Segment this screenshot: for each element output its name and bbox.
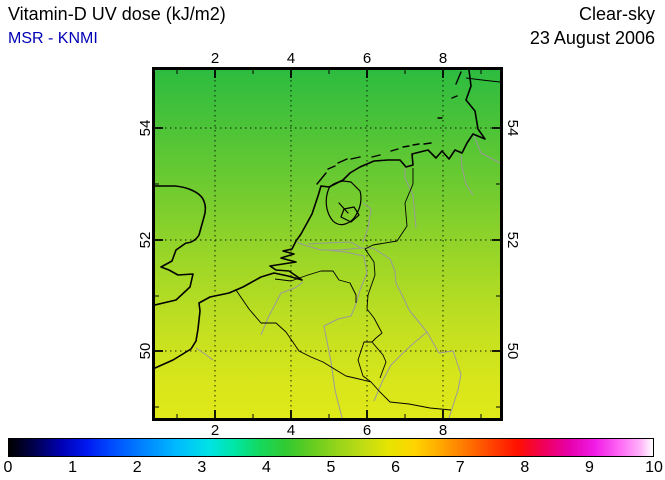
coastline-england (155, 185, 207, 306)
colorbar-tick-1: 1 (68, 459, 78, 476)
lon-label-top-8: 8 (438, 50, 448, 67)
lat-label-right-52: 52 (504, 231, 521, 249)
lon-label-top-2: 2 (210, 50, 220, 67)
axis-ticks (155, 70, 500, 418)
map-frame (152, 67, 503, 421)
lon-label-bottom-6: 6 (362, 422, 372, 439)
colorbar-tick-3: 3 (197, 459, 207, 476)
map-gridlines (155, 70, 500, 418)
lat-label-right-50: 50 (504, 342, 521, 360)
figure-title: Vitamin-D UV dose (kJ/m2) (8, 4, 226, 24)
colorbar-labels: 0 1 2 3 4 5 6 7 8 9 10 (4, 459, 663, 477)
date-label: 23 August 2006 (529, 28, 655, 48)
coastline-continent (155, 70, 486, 369)
colorbar (8, 438, 654, 457)
ijsselmeer (325, 180, 362, 226)
colorbar-tick-2: 2 (132, 459, 142, 476)
colorbar-tick-6: 6 (391, 459, 401, 476)
colorbar-tick-0: 0 (3, 459, 13, 476)
colorbar-tick-10: 10 (645, 459, 663, 476)
colorbar-tick-9: 9 (584, 459, 594, 476)
map-geography (155, 70, 500, 418)
lon-label-bottom-4: 4 (286, 422, 296, 439)
wadden-islands (316, 71, 462, 185)
rivers (195, 135, 500, 418)
lat-label-right-54: 54 (504, 119, 521, 137)
sky-condition-label: Clear-sky (578, 4, 655, 24)
lon-label-bottom-2: 2 (210, 422, 220, 439)
data-source-label: MSR - KNMI (8, 30, 98, 47)
lon-label-bottom-8: 8 (438, 422, 448, 439)
coastlines (155, 70, 486, 369)
lon-label-top-6: 6 (362, 50, 372, 67)
colorbar-tick-7: 7 (455, 459, 465, 476)
colorbar-tick-4: 4 (261, 459, 271, 476)
colorbar-tick-8: 8 (520, 459, 530, 476)
lon-label-top-4: 4 (286, 50, 296, 67)
colorbar-tick-5: 5 (326, 459, 336, 476)
